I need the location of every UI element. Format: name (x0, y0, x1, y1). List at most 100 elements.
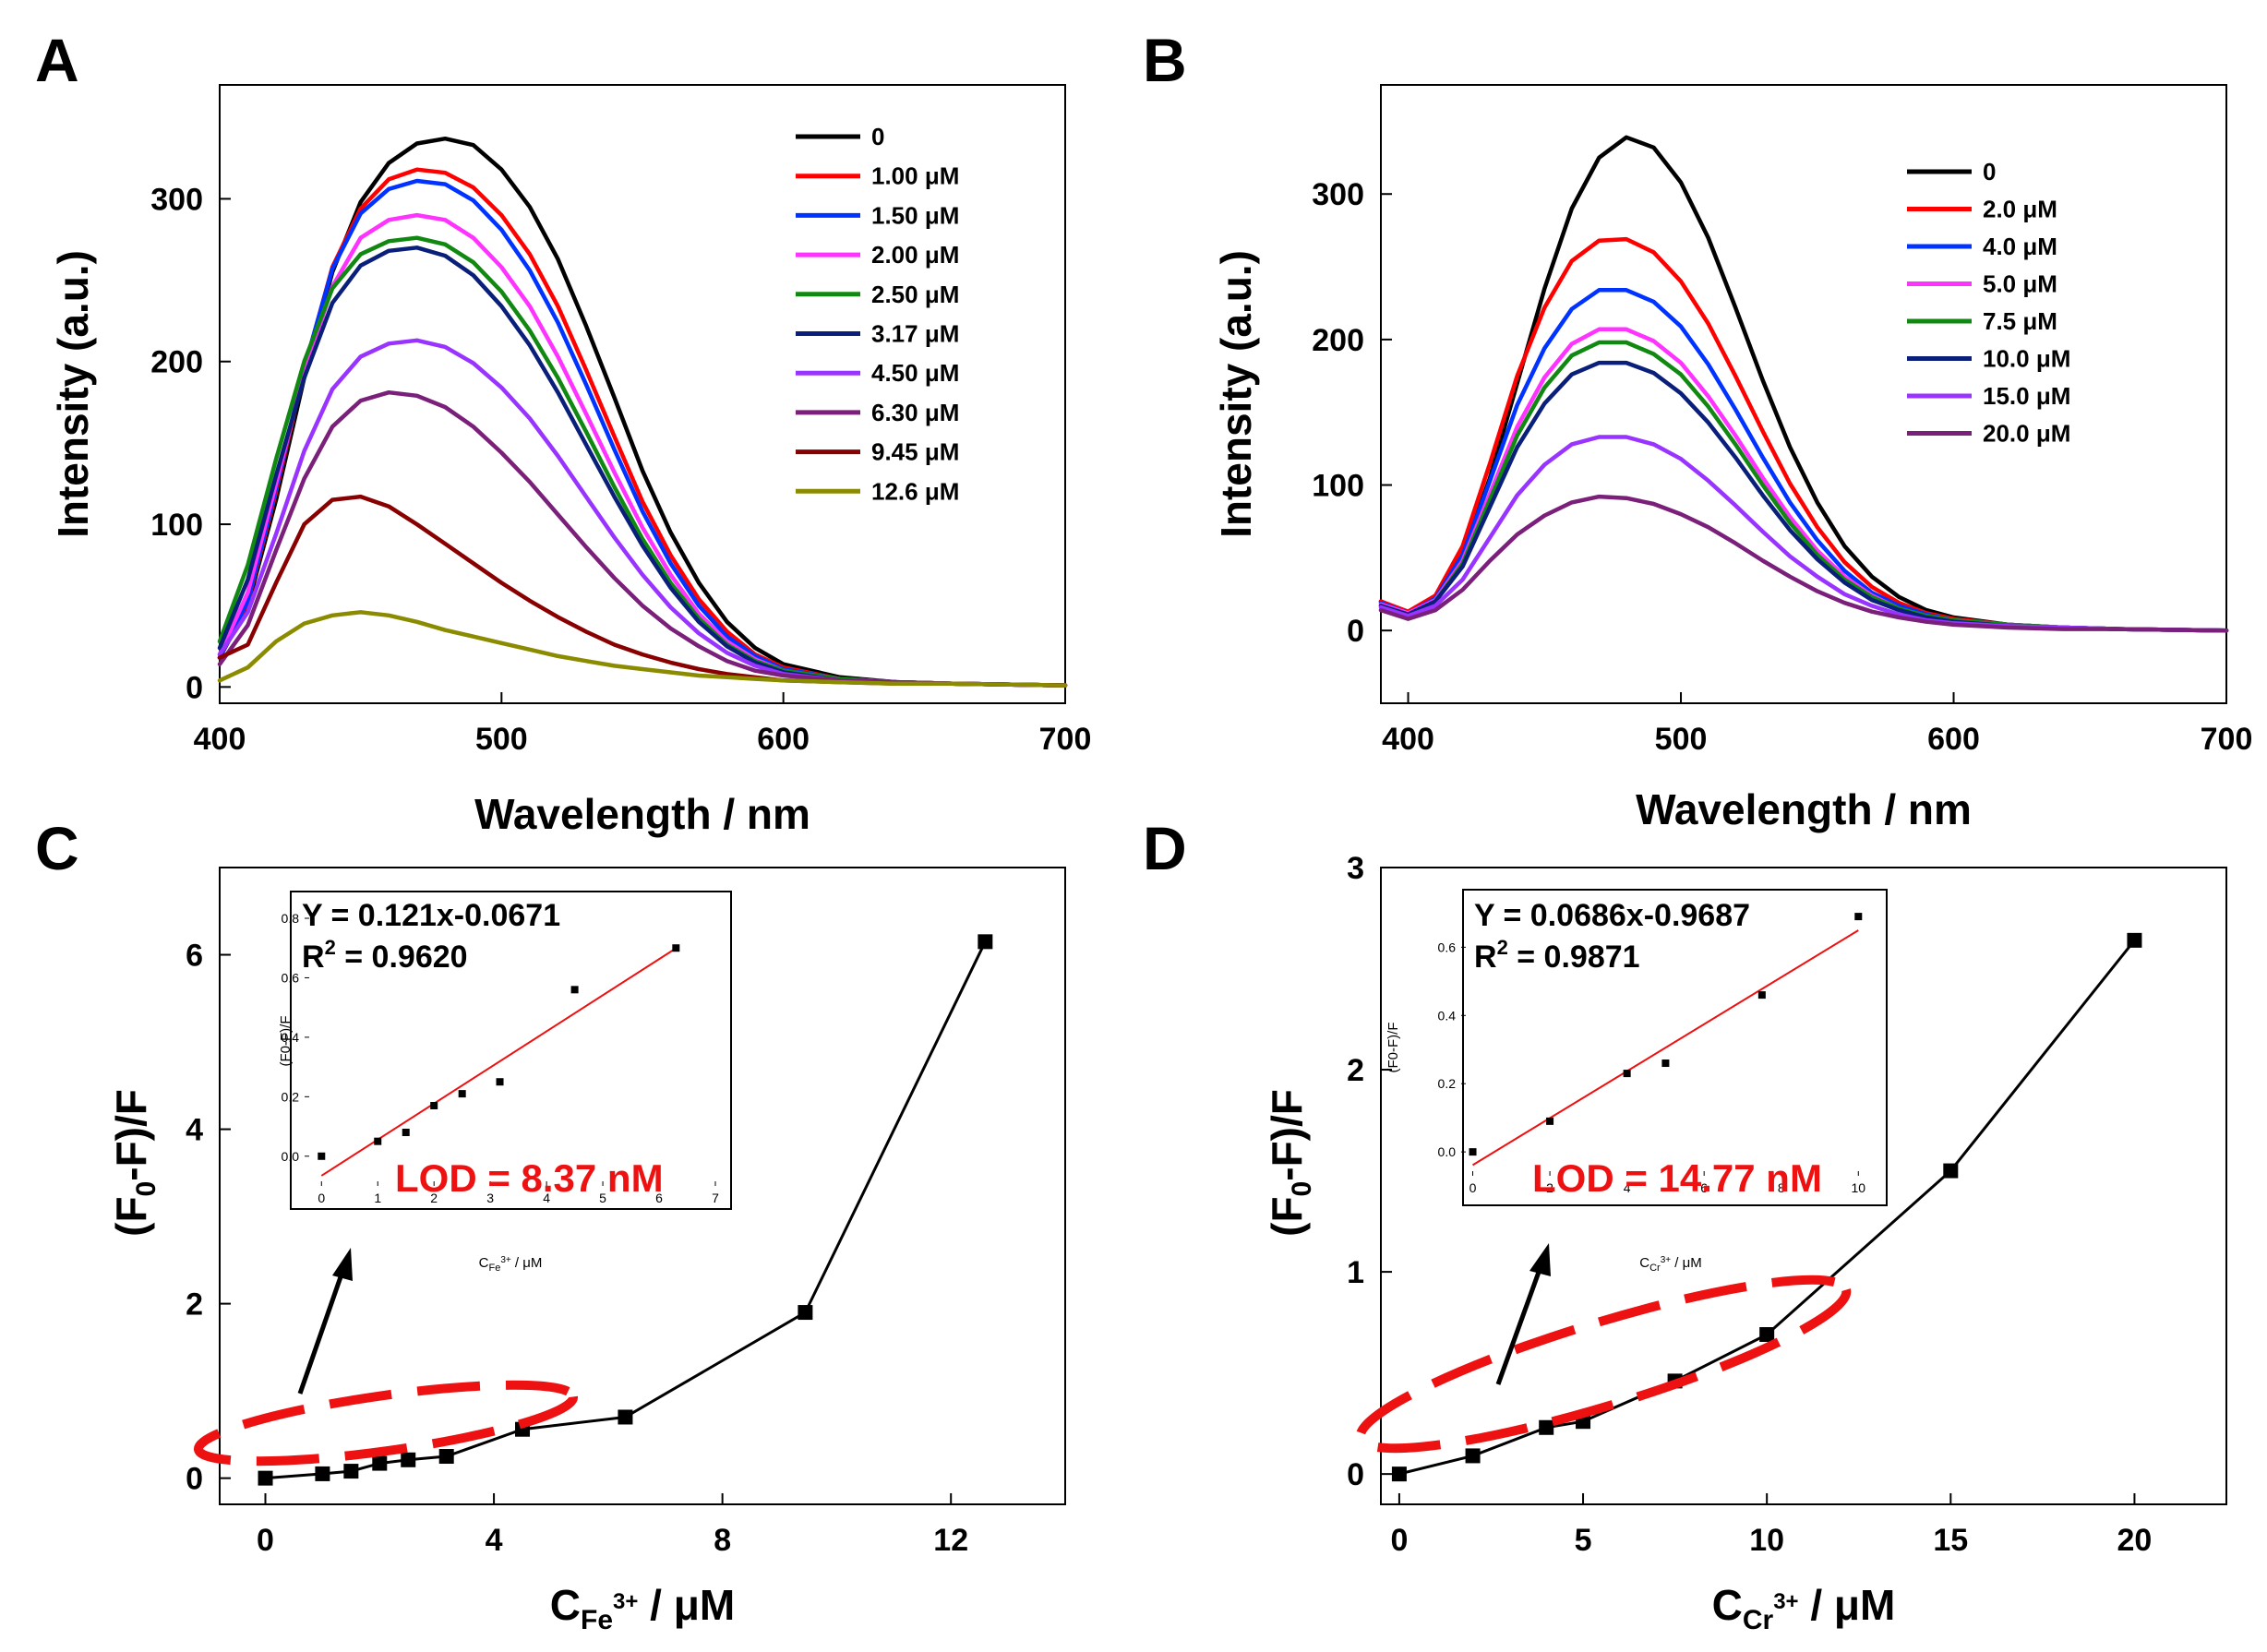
panel-d-inset-x-tick-label: 4 (1624, 1180, 1631, 1195)
panel-d-series-line (1398, 939, 2136, 1476)
panel-a-legend-label: 2.00 μM (871, 241, 959, 269)
panel-c-inset-r2-sup: 2 (325, 936, 336, 959)
panel-b-series (1378, 135, 2229, 633)
panel-c-inset-data-point (570, 986, 579, 994)
panel-d-ylabel-sub: 0 (1287, 1181, 1317, 1197)
panel-a-legend-label: 4.50 μM (871, 359, 959, 387)
panel-d-inset-x-tick-label: 2 (1546, 1180, 1553, 1195)
panel-b-legend-label: 10.0 μM (1983, 345, 2070, 373)
panel-c-inset: 0 1 2 3 4 5 6 7 0.0 0.2 0.4 0.6 0.8 Y = 0.121x-0.067… (278, 891, 732, 1274)
panel-d-inset-r2-sup: 2 (1497, 936, 1508, 959)
panel-a-legend-label: 1.50 μM (871, 201, 959, 229)
panel-b-x-tick-label: 400 (1382, 722, 1434, 757)
panel-b-y-tick-label: 100 (1312, 469, 1364, 504)
panel-d-x-tick-label: 10 (1749, 1523, 1784, 1558)
panel-d-inset-xlabel-main: C (1639, 1255, 1649, 1271)
panel-d-inset-frame (1462, 889, 1888, 1206)
panel-c-inset-y-tick-label: 0.4 (282, 1030, 300, 1045)
panel-d-x-axis-label: CCr3+ / μM (1712, 1581, 1896, 1635)
panel-c-series (258, 934, 993, 1486)
panel-a: A 400 500 600 700 0 100 200 300 0 1.00 μM 1.50 μM… (35, 26, 1091, 838)
panel-d-inset-data-point (1757, 991, 1766, 1000)
panel-b-legend-label: 7.5 μM (1983, 307, 2057, 335)
panel-c-arrow-head (332, 1248, 353, 1281)
panel-c-xlabel-rest: / μM (638, 1581, 735, 1629)
panel-c-ylabel-sub: 0 (131, 1181, 162, 1197)
panel-d-inset-y-tick-label: 0.6 (1438, 940, 1457, 954)
panel-letter-d: D (1143, 814, 1187, 882)
panel-d-data-point (1391, 1466, 1407, 1482)
panel-a-legend-label: 12.6 μM (871, 477, 959, 505)
panel-d-inset-y-tick-label: 0.0 (1438, 1144, 1457, 1159)
panel-c-inset-data-point (458, 1090, 466, 1098)
panel-c-inset-y-axis-label: (F0-F)/F (278, 1016, 294, 1067)
panel-d-inset-r2-main: R (1474, 940, 1497, 975)
panel-d-inset-data-point (1469, 1148, 1477, 1156)
panel-c-inset-xlabel-rest: / μM (511, 1255, 543, 1271)
panel-a-x-axis-label: Wavelength / nm (474, 790, 810, 838)
panel-c-inset-frame (290, 891, 732, 1210)
panel-d-inset-r2: R2 = 0.9871 (1474, 936, 1640, 975)
panel-d-xlabel-sub: Cr (1743, 1605, 1774, 1635)
panel-a-y-tick-label: 300 (150, 182, 203, 217)
panel-c-inset-ticks: 0 1 2 3 4 5 6 7 0.0 0.2 0.4 0.6 0.8 (282, 911, 720, 1205)
panel-d-ylabel-main: (F (1263, 1196, 1311, 1236)
panel-d-inset-xlabel-sup: 3+ (1661, 1255, 1672, 1265)
panel-b-legend-label: 15.0 μM (1983, 382, 2070, 410)
panel-c-inset-data-point (318, 1152, 326, 1160)
panel-d-data-point (1943, 1163, 1959, 1179)
panel-c-x-axis-label: CFe3+ / μM (550, 1581, 735, 1635)
panel-c-y-tick-label: 4 (186, 1113, 203, 1148)
panel-d-data-point (1465, 1448, 1481, 1464)
panel-d-inset-y-axis-label: (F0-F)/F (1385, 1023, 1401, 1073)
panel-a-x-tick-label: 400 (194, 722, 246, 757)
panel-d-xlabel-rest: / μM (1799, 1581, 1896, 1629)
panel-c-inset-data-point (672, 944, 680, 952)
panel-a-series-line (217, 610, 1068, 688)
panel-c-data-point (401, 1452, 416, 1467)
panel-b-x-axis-label: Wavelength / nm (1636, 785, 1972, 833)
panel-b-legend-label: 4.0 μM (1983, 233, 2057, 260)
panel-d-inset-series (1469, 913, 1863, 1167)
panel-d-y-tick-label: 2 (1347, 1053, 1364, 1088)
panel-d-inset-data-point (1546, 1117, 1554, 1125)
panel-d-inset-ticks: 0 2 4 6 8 10 0.0 0.2 0.4 0.6 (1438, 940, 1866, 1195)
panel-d-highlight-ellipse (1355, 1275, 1852, 1454)
panel-b-y-tick-label: 200 (1312, 323, 1364, 358)
panel-letter-c: C (35, 814, 79, 882)
panel-d-inset-data-point (1623, 1070, 1631, 1078)
panel-b-legend-label: 5.0 μM (1983, 270, 2057, 298)
panel-a-x-tick-label: 500 (475, 722, 528, 757)
panel-c-inset-x-tick-label: 2 (430, 1191, 438, 1205)
panel-c-inset-xlabel-main: C (479, 1255, 489, 1271)
panel-c-inset-series (318, 944, 680, 1177)
panel-a-x-tick-label: 700 (1039, 722, 1092, 757)
panel-a-frame (219, 84, 1066, 704)
panel-c-y-axis-label: (F0-F)/F (107, 1089, 162, 1237)
panel-a-x-tick-label: 600 (757, 722, 810, 757)
panel-a-legend-label: 6.30 μM (871, 399, 959, 426)
panel-a-legend-label: 0 (871, 123, 884, 150)
panel-c-inset-y-tick-label: 0.2 (282, 1089, 300, 1104)
panel-c-data-point (343, 1464, 359, 1479)
panel-a-y-tick-label: 200 (150, 345, 203, 380)
panel-b-series-line (1378, 494, 2229, 633)
panel-b-legend-label: 20.0 μM (1983, 420, 2070, 448)
panel-c-inset-x-tick-label: 5 (599, 1191, 606, 1205)
panel-b-ticks: 400 500 600 700 0 100 200 300 (1312, 177, 2252, 757)
panel-c-inset-data-point (430, 1102, 438, 1109)
panel-c-inset-x-axis-label: CFe3+ / μM (479, 1255, 543, 1274)
panel-d-inset-r2-value: = 0.9871 (1508, 940, 1640, 975)
panel-d-inset-x-axis-label: CCr3+ / μM (1639, 1255, 1702, 1274)
panel-letter-b: B (1143, 26, 1187, 94)
panel-c-inset-data-point (402, 1129, 410, 1136)
panel-a-y-axis-label: Intensity (a.u.) (49, 250, 97, 538)
panel-d-inset-x-tick-label: 6 (1700, 1180, 1708, 1195)
panel-d-inset-data-point (1854, 913, 1863, 921)
panel-c-inset-lod: LOD = 8.37 nM (395, 1156, 664, 1200)
panel-d-x-tick-label: 20 (2117, 1523, 2153, 1558)
